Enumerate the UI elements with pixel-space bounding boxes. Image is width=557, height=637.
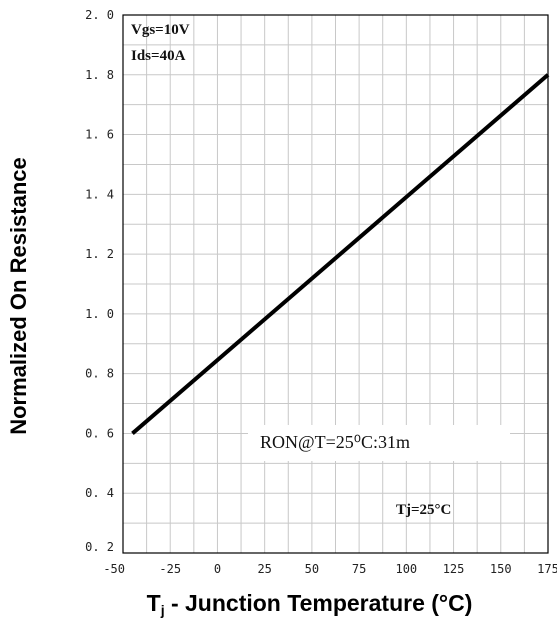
y-tick-label: 1. 8 bbox=[85, 68, 114, 82]
series-line bbox=[131, 73, 550, 435]
x-tick-label: -25 bbox=[159, 562, 181, 576]
y-tick-label: 1. 0 bbox=[85, 307, 114, 321]
y-tick-label: 0. 6 bbox=[85, 426, 114, 440]
annotation-ron: RON@T=25⁰C:31m bbox=[260, 432, 410, 452]
y-axis-label-container: Normalized On Resistance bbox=[0, 0, 38, 637]
grid-lines bbox=[123, 15, 548, 553]
x-tick-label: 125 bbox=[443, 562, 465, 576]
x-tick-label: 0 bbox=[214, 562, 221, 576]
y-axis-label: Normalized On Resistance bbox=[6, 157, 31, 435]
y-tick-label: 0. 2 bbox=[85, 540, 114, 554]
y-tick-label: 2. 0 bbox=[85, 8, 114, 22]
y-tick-labels: 0. 2 0. 4 0. 6 0. 8 1. 0 1. 2 1. 4 1. 6 1. 8 2. 0 bbox=[85, 8, 114, 554]
x-tick-labels: -50 -25 0 25 50 75 100 125 150 175 bbox=[103, 562, 557, 576]
x-tick-label: 25 bbox=[257, 562, 271, 576]
annotation-ids: Ids=40A bbox=[131, 48, 186, 64]
plot-frame bbox=[122, 14, 549, 554]
x-tick-label: 75 bbox=[352, 562, 366, 576]
x-axis-label-sub: j bbox=[160, 602, 165, 618]
x-tick-label: 100 bbox=[395, 562, 417, 576]
y-tick-label: 1. 4 bbox=[85, 187, 114, 201]
x-tick-label: -50 bbox=[103, 562, 125, 576]
annotation-tj: Tj=25°C bbox=[396, 502, 451, 518]
annotation-vgs: Vgs=10V bbox=[131, 22, 190, 38]
y-tick-label: 1. 6 bbox=[85, 128, 114, 142]
series-group bbox=[131, 73, 550, 435]
y-tick-label: 1. 2 bbox=[85, 247, 114, 261]
x-tick-label: 150 bbox=[490, 562, 512, 576]
x-axis-label-base: T bbox=[146, 590, 161, 616]
y-tick-label: 0. 4 bbox=[85, 486, 114, 500]
x-axis-label-rest: - Junction Temperature (°C) bbox=[164, 590, 473, 616]
x-tick-label: 175 bbox=[537, 562, 557, 576]
ron-annotation-box: RON@T=25⁰C:31m bbox=[248, 425, 510, 461]
x-tick-label: 50 bbox=[305, 562, 319, 576]
x-axis-label: Tj - Junction Temperature (°C) bbox=[0, 590, 557, 618]
y-tick-label: 0. 8 bbox=[85, 367, 114, 381]
